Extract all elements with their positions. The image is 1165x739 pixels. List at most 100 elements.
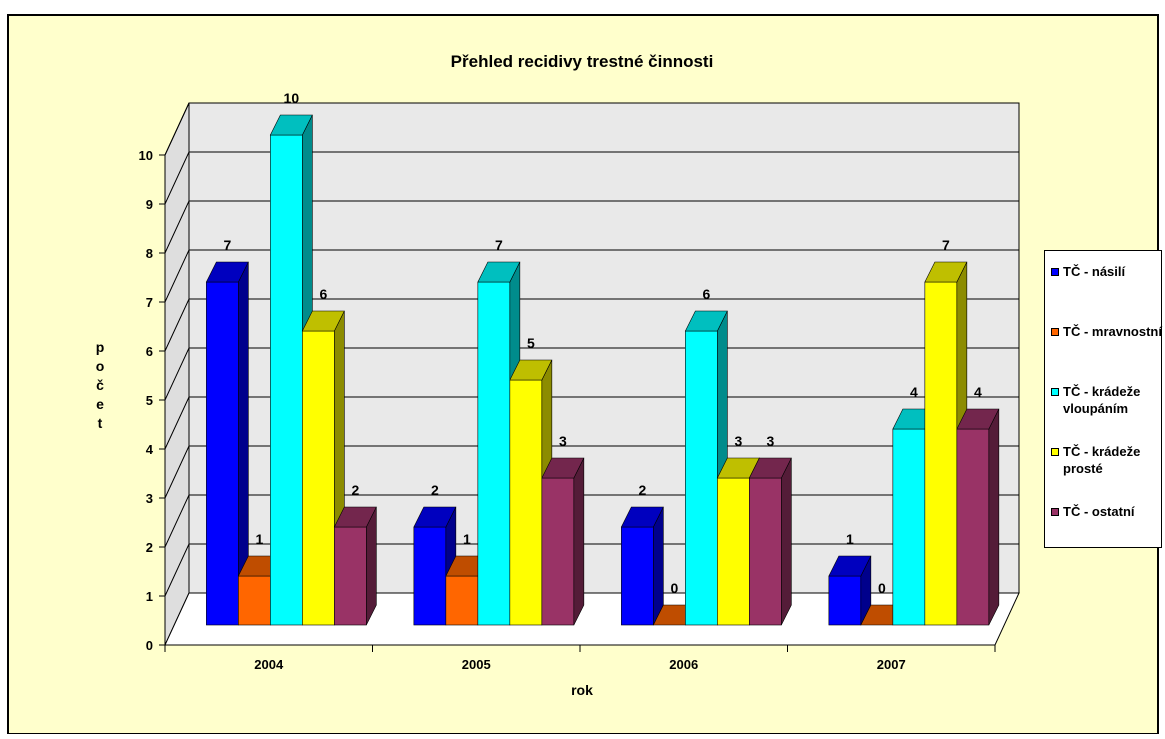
bar — [828, 555, 872, 626]
data-label: 7 — [495, 237, 503, 253]
legend-swatch — [1051, 328, 1059, 336]
bar-top — [924, 261, 968, 283]
gridline — [164, 347, 1019, 401]
data-label: 3 — [559, 433, 567, 449]
bar-front — [445, 575, 479, 626]
bar-front — [685, 330, 718, 626]
x-tick-label: 2006 — [669, 657, 698, 672]
data-label: 4 — [974, 384, 982, 400]
bar-side — [366, 506, 377, 626]
bar — [748, 457, 792, 626]
data-label: 0 — [878, 580, 886, 596]
data-label: 6 — [702, 286, 710, 302]
bar-front — [717, 477, 750, 626]
legend-swatch — [1051, 508, 1059, 516]
bar-side — [573, 457, 585, 626]
bar-front — [509, 379, 543, 626]
legend-swatch — [1051, 448, 1059, 456]
legend: TČ - násilí TČ - mravnostní TČ - krádeže v… — [1044, 250, 1162, 548]
bar-front — [749, 477, 782, 626]
bar-top — [956, 408, 1000, 430]
bar-top — [477, 261, 521, 283]
bar — [541, 457, 585, 626]
gridline — [164, 151, 1019, 205]
bar-side — [653, 506, 664, 626]
bar-front — [413, 526, 447, 626]
data-label: 3 — [766, 433, 774, 449]
legend-label: TČ - krádeže prosté — [1063, 444, 1141, 476]
x-tick-labels: 2004 2005 2006 2007 — [254, 657, 905, 672]
bar-top — [541, 457, 585, 479]
bar-front — [541, 477, 575, 626]
bar-front — [828, 575, 862, 626]
bar-side — [781, 457, 792, 626]
data-label: 1 — [255, 531, 263, 547]
legend-swatch — [1051, 388, 1059, 396]
bar — [620, 506, 664, 626]
bar-front — [238, 575, 271, 626]
bar-top — [509, 359, 553, 381]
legend-swatch — [1051, 268, 1059, 276]
y-tick-labels: 0 1 2 3 4 5 6 7 8 9 10 — [139, 148, 154, 653]
bars — [205, 114, 1000, 626]
bar-front — [270, 134, 303, 626]
chart-title: Přehled recidivy trestné činnosti — [451, 52, 714, 71]
gridline — [164, 249, 1019, 303]
data-label: 7 — [942, 237, 950, 253]
gridline — [164, 445, 1019, 499]
data-label: 10 — [284, 90, 300, 106]
bar-top — [269, 114, 313, 136]
y-tick-label: 8 — [146, 246, 153, 261]
x-axis-title: rok — [571, 682, 593, 698]
y-tick-label: 5 — [146, 393, 153, 408]
legend-label: TČ - ostatní — [1063, 504, 1135, 519]
bar-side — [988, 408, 1000, 626]
bar — [956, 408, 1000, 626]
bar-front — [302, 330, 335, 626]
bar-front — [956, 428, 990, 626]
bar-top — [748, 457, 792, 479]
bar-top — [620, 506, 664, 528]
gridline — [164, 396, 1019, 450]
gridline — [164, 200, 1019, 254]
bar-front — [892, 428, 926, 626]
legend-label: TČ - mravnostní — [1063, 324, 1162, 339]
data-label: 1 — [846, 531, 854, 547]
y-tick-label: 10 — [139, 148, 153, 163]
bar-top — [828, 555, 872, 577]
y-tick-label: 9 — [146, 197, 153, 212]
data-label: 5 — [527, 335, 535, 351]
x-tick-label: 2007 — [877, 657, 906, 672]
data-label: 6 — [319, 286, 327, 302]
data-label: 0 — [670, 580, 678, 596]
x-tick-label: 2004 — [254, 657, 284, 672]
y-tick-label: 2 — [146, 540, 153, 555]
legend-label: TČ - krádeže vloupáním — [1063, 384, 1141, 416]
gridline — [164, 298, 1019, 352]
y-tick-label: 1 — [146, 589, 153, 604]
bar-top — [413, 506, 457, 528]
bar-front — [924, 281, 958, 626]
y-tick-label: 0 — [146, 638, 153, 653]
data-label: 4 — [910, 384, 918, 400]
y-tick-label: 4 — [146, 442, 154, 457]
gridlines — [164, 102, 1019, 597]
y-tick-label: 3 — [146, 491, 153, 506]
data-label: 3 — [734, 433, 742, 449]
axes — [159, 154, 996, 652]
bar-top — [205, 261, 249, 283]
bar — [333, 506, 377, 626]
legend-label: TČ - násilí — [1063, 264, 1126, 279]
data-label: 2 — [431, 482, 439, 498]
bar-top — [684, 310, 728, 332]
bar-front — [621, 526, 654, 626]
bar-top — [333, 506, 377, 528]
data-label: 7 — [223, 237, 231, 253]
data-label: 1 — [463, 531, 471, 547]
bar-front — [206, 281, 239, 626]
y-tick-label: 6 — [146, 344, 153, 359]
